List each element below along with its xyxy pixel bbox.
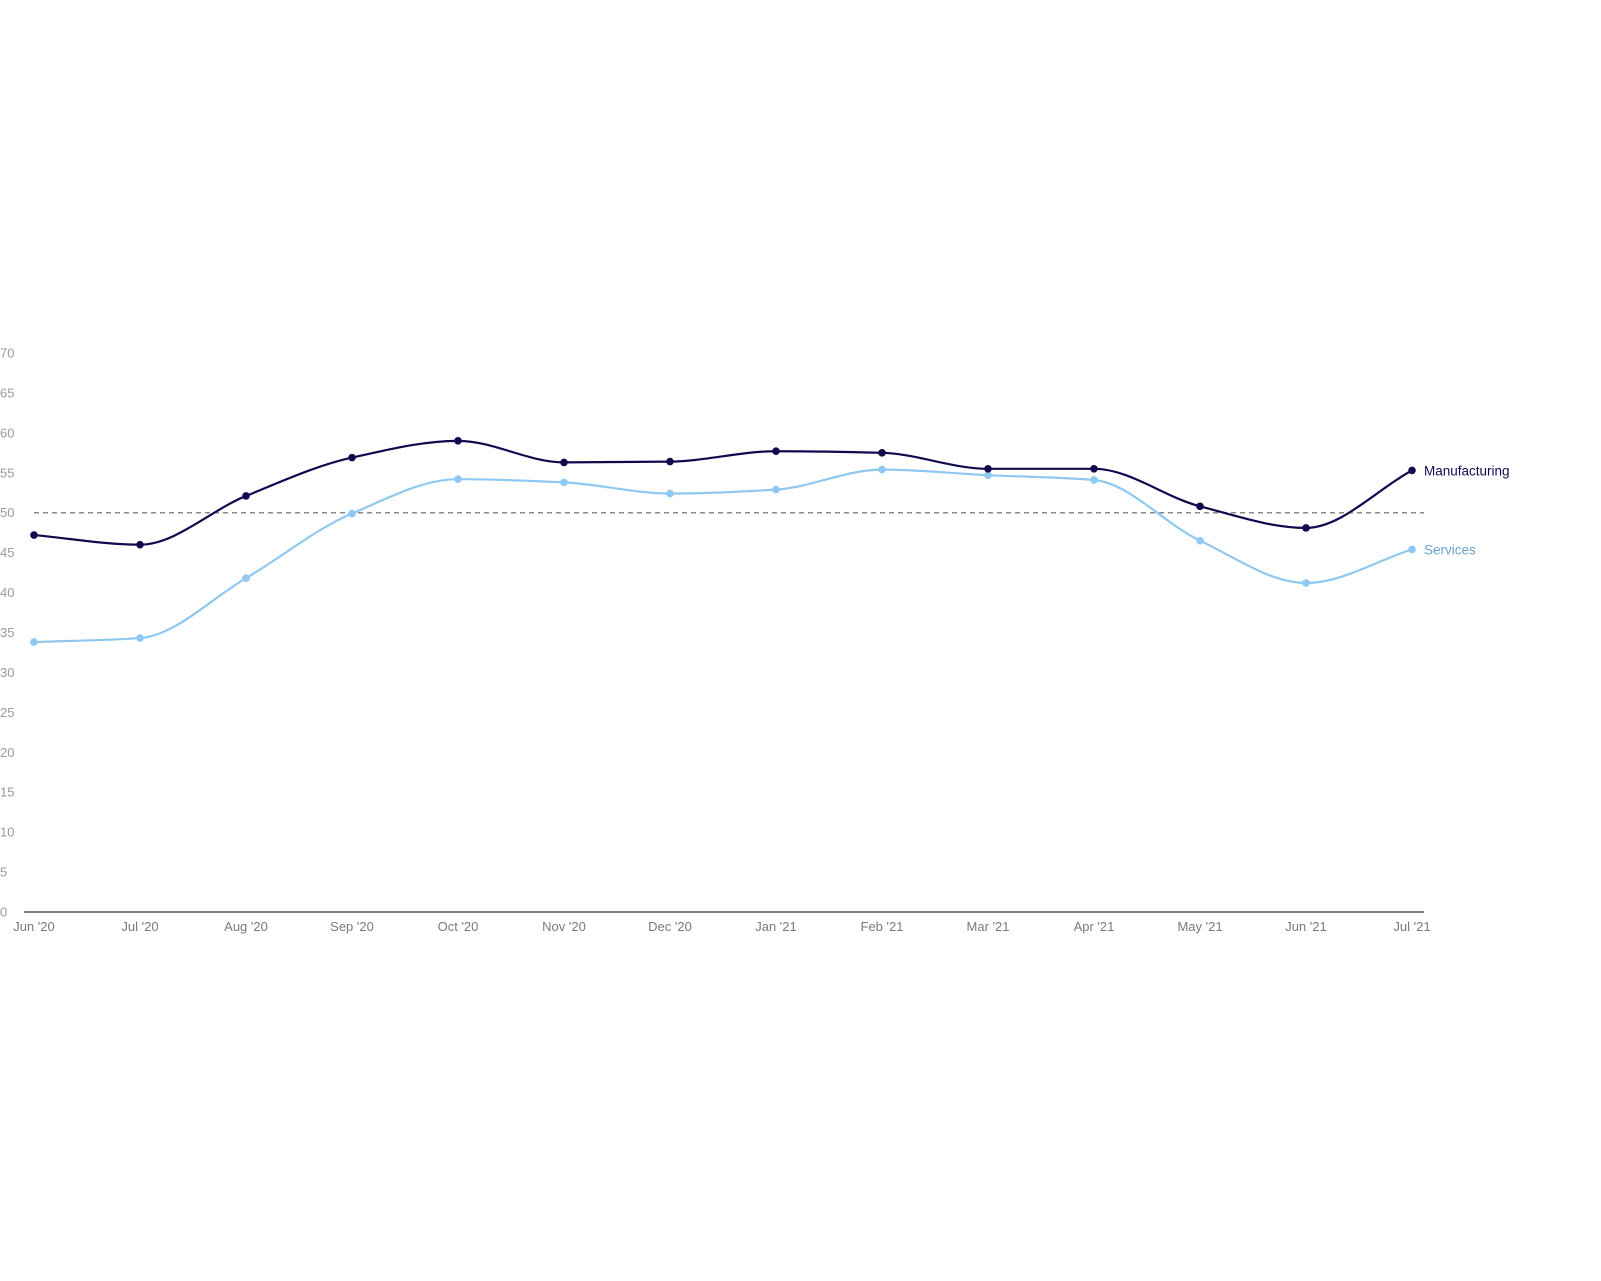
manufacturing-point-2 [242, 492, 250, 500]
manufacturing-point-13 [1408, 466, 1416, 475]
manufacturing-point-4 [454, 437, 462, 445]
x-tick-label: Mar '21 [967, 919, 1010, 934]
services-point-9 [984, 471, 992, 479]
services-point-6 [666, 489, 674, 498]
manufacturing-point-9 [984, 464, 992, 473]
x-tick-label: Feb '21 [861, 919, 904, 934]
y-axis-labels: 0 5 10 15 20 25 30 35 40 45 50 55 60 65 70 [0, 346, 14, 920]
y-tick-label: 5 [0, 865, 7, 880]
y-tick-label: 55 [0, 465, 14, 480]
services-point-12 [1302, 579, 1310, 587]
services-point-11 [1196, 536, 1204, 545]
services-series-label: Services [1424, 542, 1476, 557]
manufacturing-point-1 [136, 540, 144, 549]
services-point-7 [772, 485, 780, 494]
y-tick-label: 40 [0, 585, 14, 600]
x-tick-label: May '21 [1177, 919, 1222, 934]
services-point-1 [136, 634, 144, 642]
services-point-4 [454, 475, 462, 483]
y-tick-label: 45 [0, 545, 14, 560]
services-point-13 [1408, 545, 1416, 554]
y-tick-label: 0 [0, 905, 7, 920]
manufacturing-point-0 [30, 531, 38, 539]
x-tick-label: Jan '21 [755, 919, 797, 934]
services-point-5 [560, 478, 568, 487]
y-tick-label: 60 [0, 425, 14, 440]
manufacturing-point-11 [1196, 502, 1204, 511]
y-tick-label: 70 [0, 346, 14, 361]
services-point-2 [242, 574, 250, 582]
x-axis: Jun '20 Jul '20 Aug '20 Sep '20 Oct '20 Nov '… [13, 911, 1431, 934]
x-tick-label: Jun '21 [1285, 919, 1327, 934]
x-tick-label: Dec '20 [648, 919, 692, 934]
series-points [30, 437, 1416, 646]
manufacturing-series-label: Manufacturing [1424, 463, 1510, 478]
x-tick-label: Jul '21 [1393, 919, 1430, 934]
y-tick-label: 30 [0, 665, 14, 680]
x-tick-label: Jun '20 [13, 919, 55, 934]
services-point-10 [1090, 476, 1098, 484]
x-tick-label: Sep '20 [330, 919, 374, 934]
manufacturing-point-10 [1090, 464, 1098, 473]
x-tick-label: Apr '21 [1074, 919, 1115, 934]
manufacturing-point-8 [878, 449, 886, 457]
services-point-3 [348, 509, 356, 518]
manufacturing-point-5 [560, 458, 568, 467]
manufacturing-line [32, 439, 1414, 546]
manufacturing-point-6 [666, 457, 674, 466]
y-tick-label: 20 [0, 745, 14, 760]
services-point-0 [30, 638, 38, 646]
manufacturing-point-7 [772, 447, 780, 456]
series-lines [32, 439, 1414, 644]
services-line [32, 468, 1414, 644]
manufacturing-point-3 [348, 453, 356, 462]
y-tick-label: 10 [0, 825, 14, 840]
y-tick-label: 25 [0, 705, 14, 720]
x-tick-label: Aug '20 [224, 919, 268, 934]
y-tick-label: 50 [0, 505, 14, 520]
x-tick-label: Nov '20 [542, 919, 586, 934]
x-tick-label: Oct '20 [438, 919, 479, 934]
manufacturing-point-12 [1302, 524, 1310, 532]
x-tick-label: Jul '20 [121, 919, 158, 934]
y-tick-label: 15 [0, 785, 14, 800]
series-labels: Services Manufacturing [1424, 463, 1510, 557]
services-point-8 [878, 465, 886, 474]
y-tick-label: 65 [0, 385, 14, 400]
y-tick-label: 35 [0, 625, 14, 640]
